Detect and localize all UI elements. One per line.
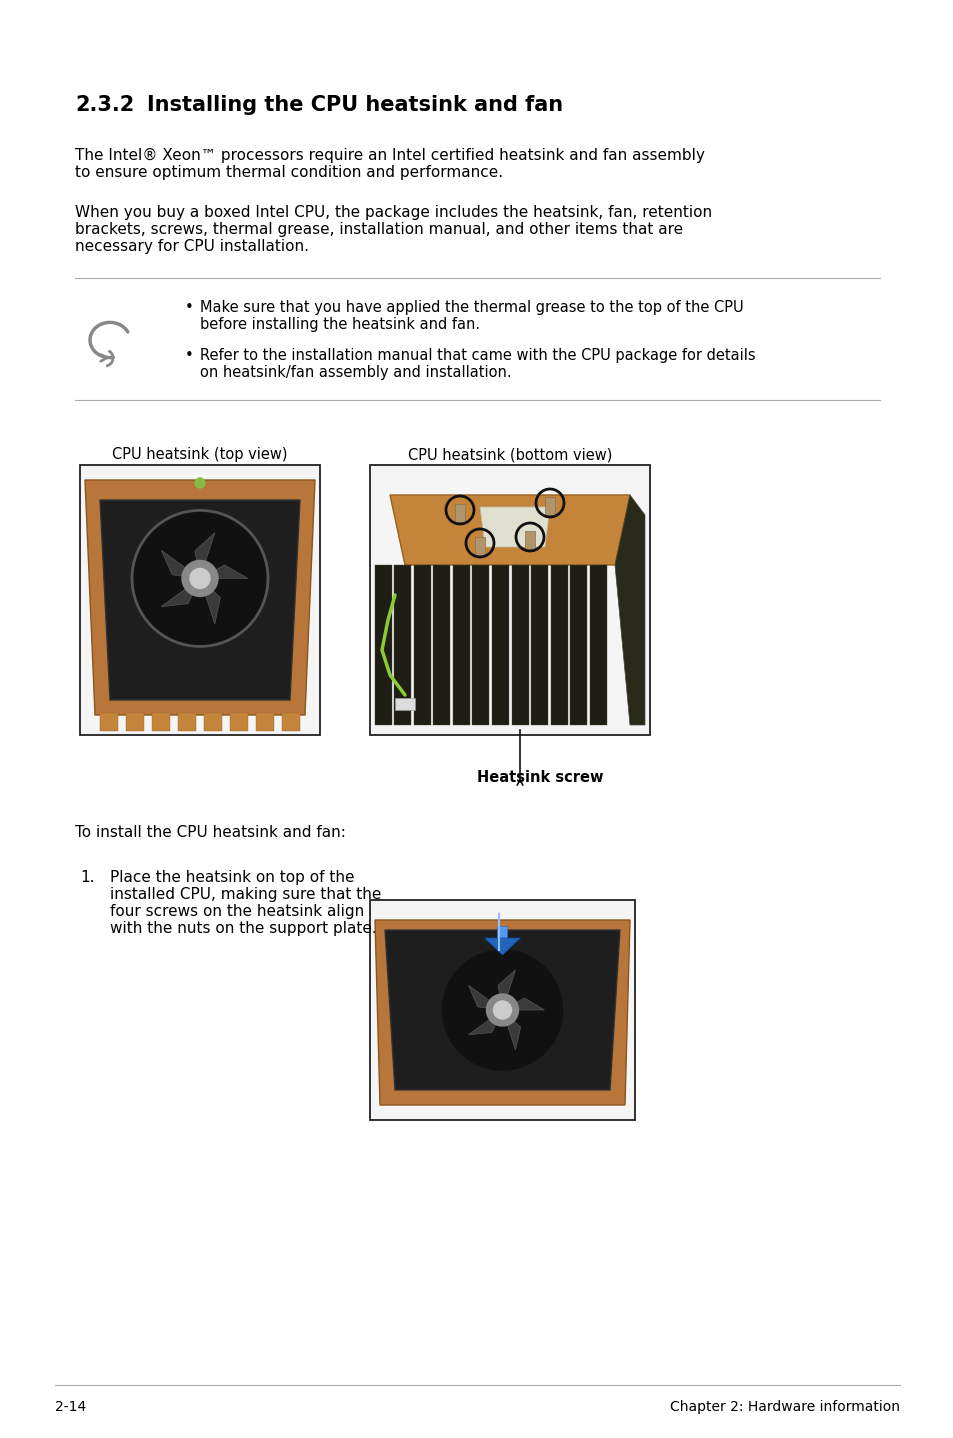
Polygon shape bbox=[200, 578, 220, 624]
Circle shape bbox=[182, 561, 218, 597]
Polygon shape bbox=[161, 578, 200, 607]
Bar bbox=[472, 565, 489, 725]
Bar bbox=[433, 565, 450, 725]
Bar bbox=[395, 697, 415, 710]
Bar bbox=[126, 713, 144, 731]
Bar bbox=[394, 565, 411, 725]
Text: 2-14: 2-14 bbox=[55, 1401, 86, 1414]
Bar bbox=[370, 900, 635, 1120]
Circle shape bbox=[493, 1001, 511, 1020]
Text: installed CPU, making sure that the: installed CPU, making sure that the bbox=[110, 887, 381, 902]
Text: on heatsink/fan assembly and installation.: on heatsink/fan assembly and installatio… bbox=[200, 365, 511, 380]
Text: necessary for CPU installation.: necessary for CPU installation. bbox=[75, 239, 309, 255]
Polygon shape bbox=[200, 565, 248, 578]
Polygon shape bbox=[85, 480, 314, 715]
Circle shape bbox=[486, 994, 518, 1025]
Text: CPU heatsink (bottom view): CPU heatsink (bottom view) bbox=[407, 447, 612, 462]
Polygon shape bbox=[479, 508, 550, 546]
Bar bbox=[80, 464, 319, 735]
Bar bbox=[475, 536, 484, 555]
Text: 1.: 1. bbox=[80, 870, 94, 884]
Bar bbox=[492, 565, 509, 725]
Text: The Intel® Xeon™ processors require an Intel certified heatsink and fan assembly: The Intel® Xeon™ processors require an I… bbox=[75, 148, 704, 162]
Text: •: • bbox=[185, 301, 193, 315]
Bar bbox=[414, 565, 431, 725]
Bar bbox=[152, 713, 170, 731]
Polygon shape bbox=[161, 551, 200, 578]
Polygon shape bbox=[375, 920, 629, 1104]
Text: When you buy a boxed Intel CPU, the package includes the heatsink, fan, retentio: When you buy a boxed Intel CPU, the pack… bbox=[75, 206, 711, 220]
Bar bbox=[230, 713, 248, 731]
Bar bbox=[204, 713, 222, 731]
Text: Heatsink screw: Heatsink screw bbox=[476, 769, 602, 785]
Text: Chapter 2: Hardware information: Chapter 2: Hardware information bbox=[669, 1401, 899, 1414]
Bar bbox=[282, 713, 299, 731]
Bar bbox=[524, 531, 535, 549]
Bar bbox=[178, 713, 195, 731]
Polygon shape bbox=[390, 495, 629, 565]
Text: Refer to the installation manual that came with the CPU package for details: Refer to the installation manual that ca… bbox=[200, 348, 755, 362]
Polygon shape bbox=[468, 985, 502, 1009]
Polygon shape bbox=[468, 1009, 502, 1035]
Bar bbox=[551, 565, 567, 725]
Text: Make sure that you have applied the thermal grease to the top of the CPU: Make sure that you have applied the ther… bbox=[200, 301, 742, 315]
Polygon shape bbox=[100, 500, 299, 700]
Text: •: • bbox=[185, 348, 193, 362]
Polygon shape bbox=[497, 971, 515, 1009]
Text: CPU heatsink (top view): CPU heatsink (top view) bbox=[112, 447, 288, 462]
Bar bbox=[589, 565, 606, 725]
Text: To install the CPU heatsink and fan:: To install the CPU heatsink and fan: bbox=[75, 825, 346, 840]
Bar bbox=[255, 713, 274, 731]
Text: to ensure optimum thermal condition and performance.: to ensure optimum thermal condition and … bbox=[75, 165, 502, 180]
Circle shape bbox=[132, 510, 268, 647]
Text: brackets, screws, thermal grease, installation manual, and other items that are: brackets, screws, thermal grease, instal… bbox=[75, 221, 682, 237]
Polygon shape bbox=[615, 495, 644, 725]
Text: Installing the CPU heatsink and fan: Installing the CPU heatsink and fan bbox=[147, 95, 562, 115]
Circle shape bbox=[194, 477, 205, 487]
Bar bbox=[455, 503, 464, 522]
Polygon shape bbox=[502, 1009, 520, 1050]
Text: four screws on the heatsink align: four screws on the heatsink align bbox=[110, 905, 364, 919]
Bar bbox=[512, 565, 529, 725]
Polygon shape bbox=[502, 998, 544, 1009]
Text: 2.3.2: 2.3.2 bbox=[75, 95, 134, 115]
Bar bbox=[375, 565, 392, 725]
Bar bbox=[544, 498, 555, 515]
Bar bbox=[100, 713, 118, 731]
Text: before installing the heatsink and fan.: before installing the heatsink and fan. bbox=[200, 316, 479, 332]
Circle shape bbox=[442, 951, 562, 1070]
Bar bbox=[453, 565, 470, 725]
Bar bbox=[569, 565, 586, 725]
Text: with the nuts on the support plate.: with the nuts on the support plate. bbox=[110, 920, 376, 936]
Circle shape bbox=[190, 568, 210, 588]
Bar bbox=[497, 926, 507, 951]
Polygon shape bbox=[385, 930, 619, 1090]
Polygon shape bbox=[484, 938, 520, 955]
Text: Place the heatsink on top of the: Place the heatsink on top of the bbox=[110, 870, 355, 884]
Polygon shape bbox=[194, 532, 214, 578]
Bar bbox=[370, 464, 649, 735]
Bar bbox=[531, 565, 547, 725]
